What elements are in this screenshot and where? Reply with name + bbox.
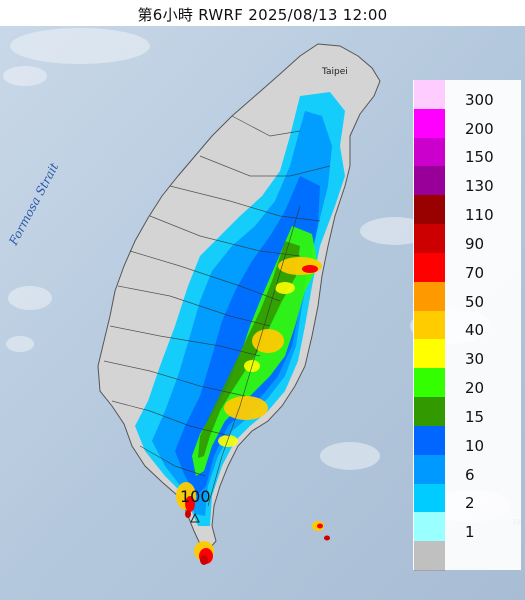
rainfall-layer-15mm xyxy=(198,241,300,458)
legend-swatch xyxy=(414,224,445,254)
legend-swatch xyxy=(414,108,445,139)
rainfall-layer-90mm xyxy=(185,510,208,565)
legend-swatch xyxy=(414,339,445,370)
legend-swatch xyxy=(414,310,445,341)
legend-label: 110 xyxy=(465,206,494,225)
legend-swatch xyxy=(414,195,445,226)
peak-annotation: 100 xyxy=(180,487,211,506)
legend-swatch xyxy=(414,137,445,168)
legend-label: 70 xyxy=(465,263,485,282)
legend-swatch xyxy=(414,425,445,456)
legend-swatch xyxy=(414,252,445,283)
legend-swatch xyxy=(414,483,445,514)
legend-swatch xyxy=(414,397,445,427)
legend-label: 20 xyxy=(465,379,485,398)
legend-label: 6 xyxy=(465,465,475,484)
legend-label: 200 xyxy=(465,119,494,138)
legend-label: 40 xyxy=(465,321,485,340)
legend-swatch xyxy=(414,512,445,543)
legend-label: 300 xyxy=(465,90,494,109)
legend-swatch xyxy=(414,454,445,485)
rainfall-legend: 300 200 150 130 110 90 70 50 40 30 20 15 10 6 2 1 xyxy=(413,80,521,571)
legend-swatch xyxy=(414,541,445,571)
orchid-island xyxy=(312,521,330,541)
legend-label: 130 xyxy=(465,177,494,196)
legend-label: 2 xyxy=(465,494,475,513)
legend-label: 90 xyxy=(465,234,485,253)
legend-label: 50 xyxy=(465,292,485,311)
legend-label: 150 xyxy=(465,148,494,167)
legend-label: 15 xyxy=(465,407,485,426)
legend-label: 30 xyxy=(465,350,485,369)
legend-swatch xyxy=(414,368,445,399)
peak-marker-icon xyxy=(190,512,200,523)
map-title: 第6小時 RWRF 2025/08/13 12:00 xyxy=(137,6,388,24)
legend-swatch xyxy=(414,80,445,110)
legend-swatch xyxy=(414,166,445,197)
boundary-lines xyxy=(103,115,331,507)
legend-label: 1 xyxy=(465,523,475,542)
city-label: Taipei xyxy=(321,67,348,77)
legend-label: 10 xyxy=(465,436,485,455)
legend-swatch xyxy=(414,281,445,312)
